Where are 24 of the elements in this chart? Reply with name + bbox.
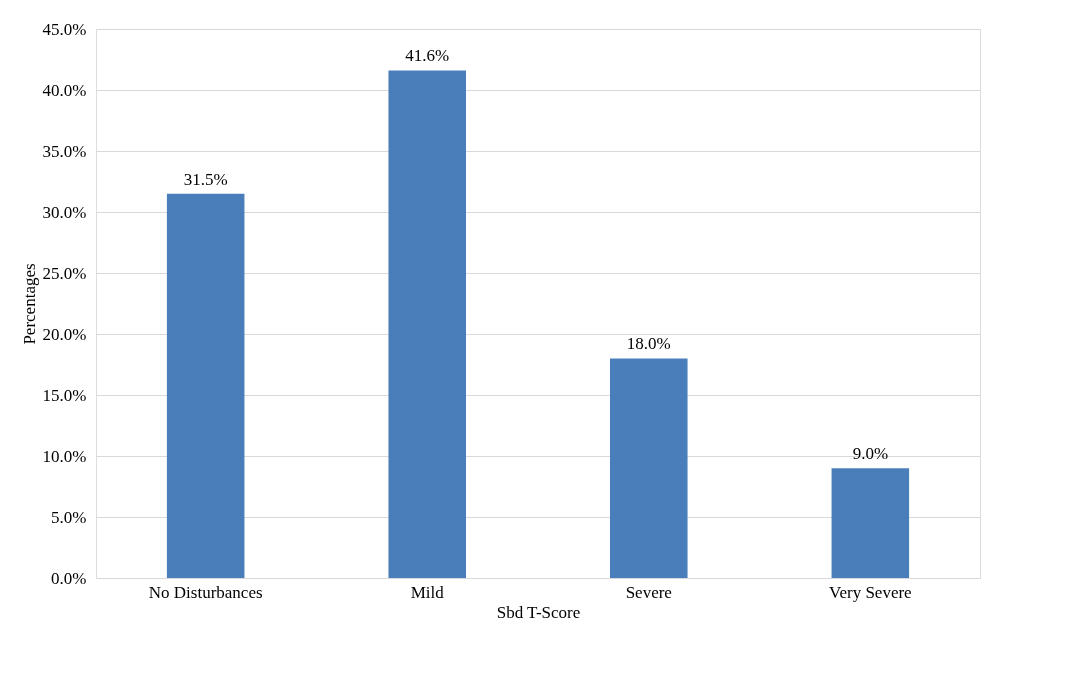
x-tick-label: No Disturbances [148, 582, 263, 602]
bar [388, 70, 466, 578]
y-tick-label: 25.0% [42, 263, 87, 283]
y-tick-label: 0.0% [51, 568, 87, 588]
data-label: 41.6% [405, 46, 450, 66]
bar [610, 358, 688, 578]
data-label: 9.0% [852, 444, 889, 464]
x-tick-label: Severe [625, 582, 672, 602]
x-tick-label: Very Severe [829, 582, 912, 602]
y-tick-label: 40.0% [42, 80, 87, 100]
data-label: 31.5% [183, 169, 228, 189]
data-label: 18.0% [626, 334, 671, 354]
y-tick-label: 15.0% [42, 385, 87, 405]
bar [166, 193, 245, 578]
y-tick-label: 35.0% [42, 141, 87, 161]
y-tick-label: 20.0% [42, 324, 87, 344]
y-axis-title: Percentages [19, 263, 39, 345]
bar [831, 468, 910, 578]
y-tick-label: 45.0% [42, 19, 87, 39]
y-tick-label: 5.0% [51, 507, 87, 527]
x-tick-label: Mild [410, 582, 445, 602]
y-tick-label: 10.0% [42, 446, 87, 466]
y-tick-label: 30.0% [42, 202, 87, 222]
x-axis-title: Sbd T-Score [496, 602, 581, 622]
